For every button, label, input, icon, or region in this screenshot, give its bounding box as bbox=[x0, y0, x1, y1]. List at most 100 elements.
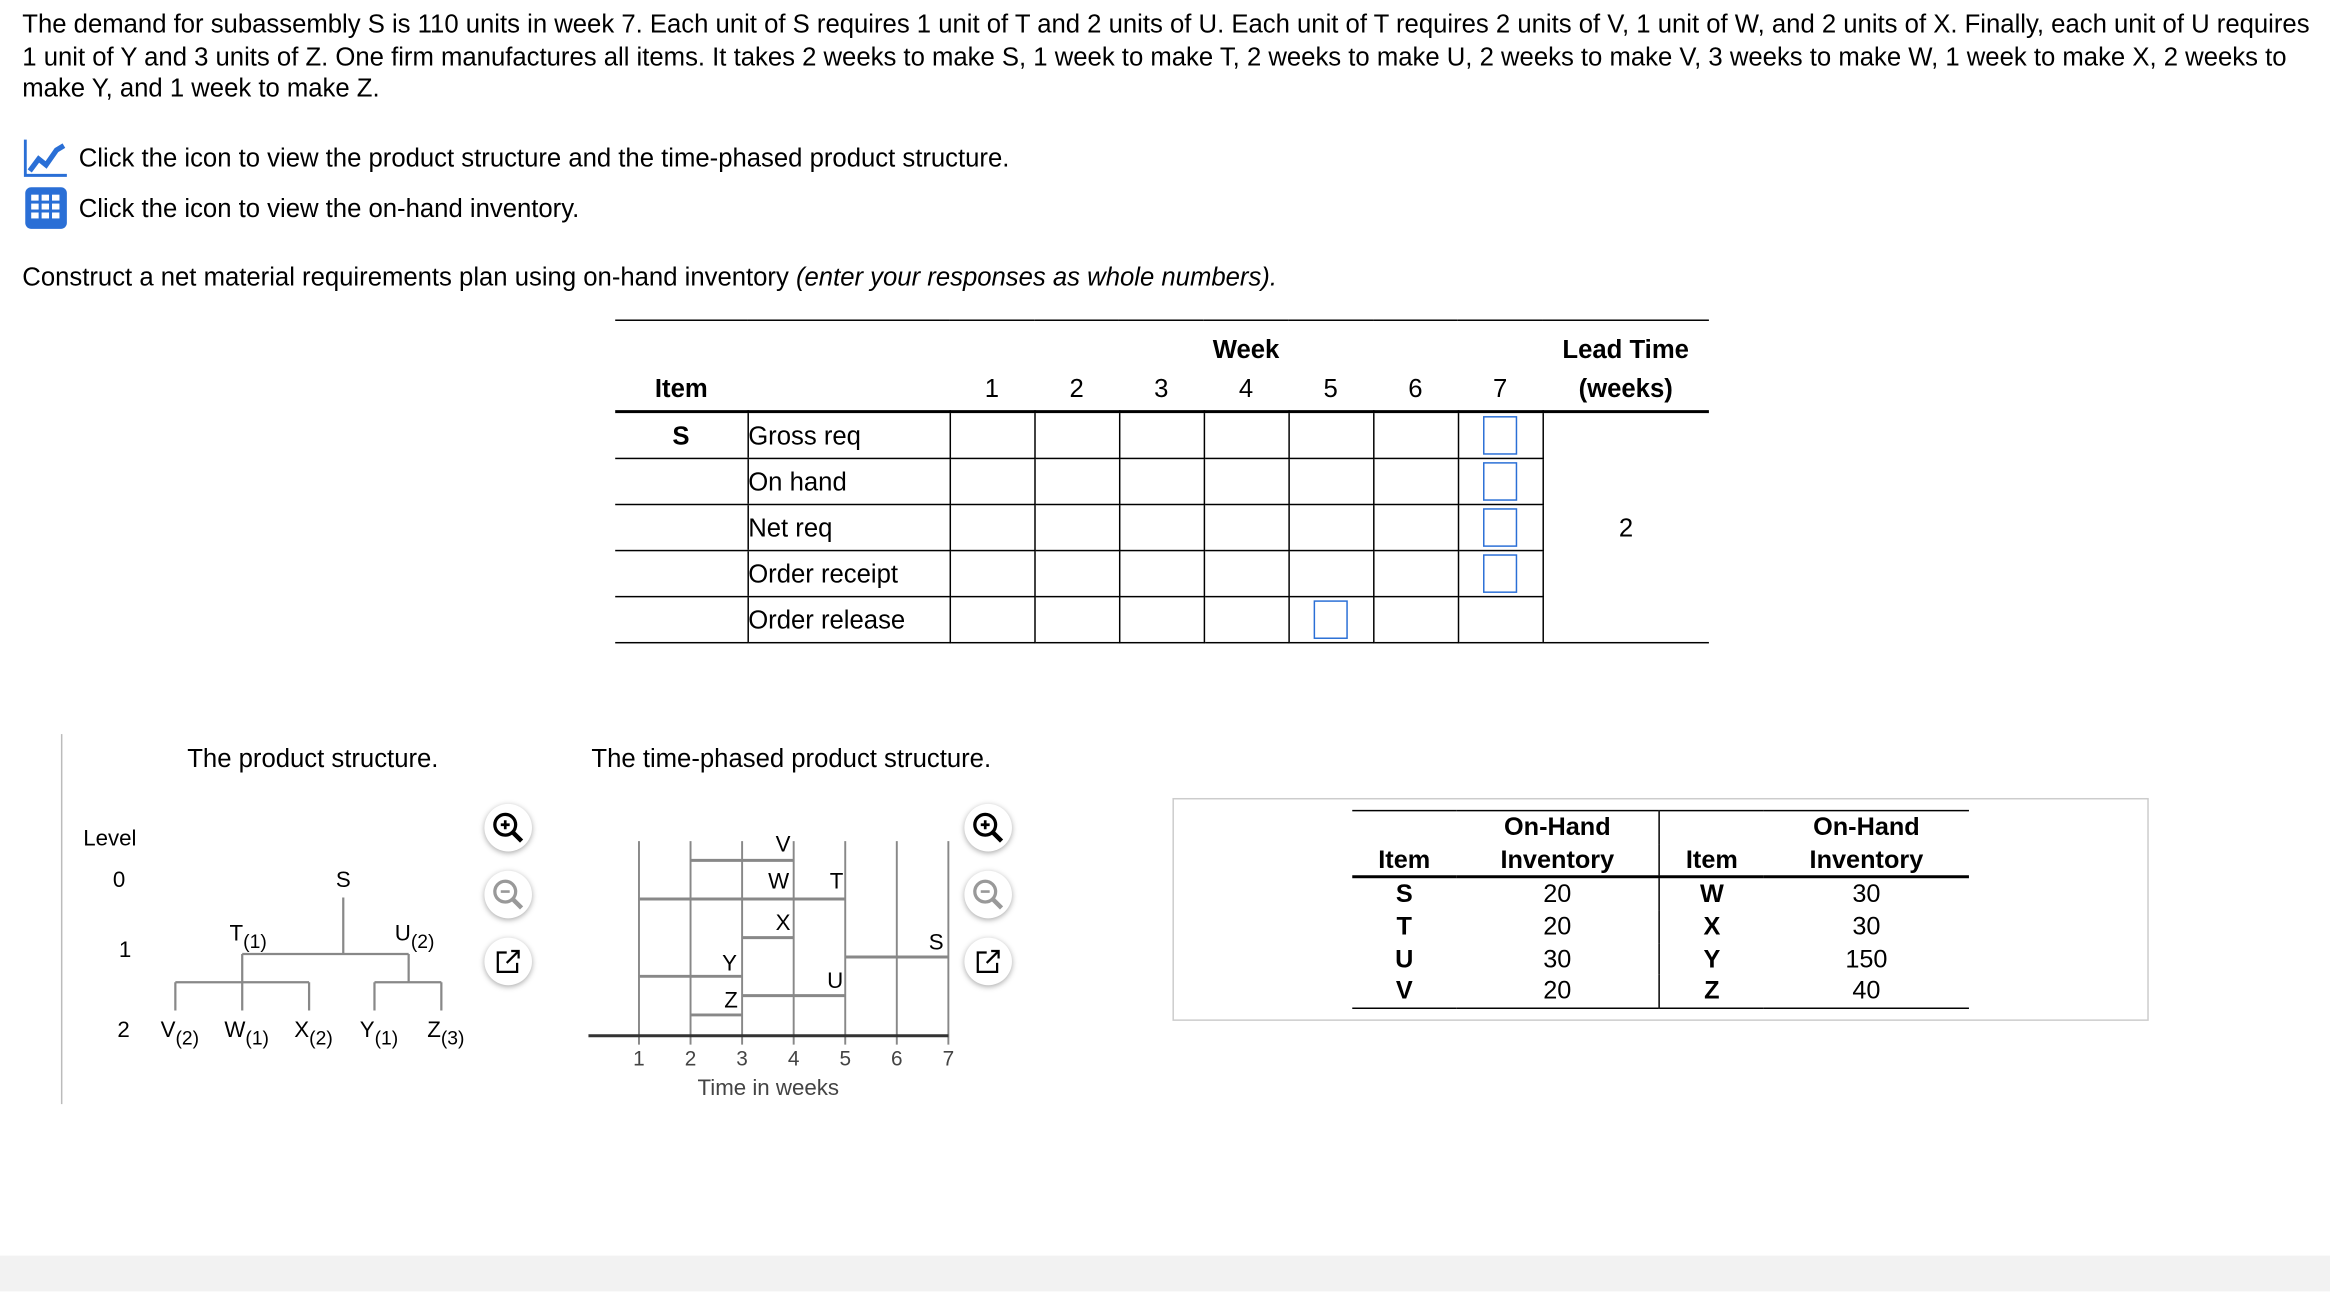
inventory-link-label[interactable]: Click the icon to view the on-hand inven… bbox=[78, 192, 580, 223]
answer-input[interactable] bbox=[1483, 462, 1518, 501]
cell-week-4 bbox=[1203, 504, 1290, 552]
open-window-button[interactable] bbox=[484, 937, 532, 986]
node-V: V(2) bbox=[161, 1017, 199, 1049]
inventory-qty: 30 bbox=[1852, 880, 1881, 909]
cell-week-5 bbox=[1288, 504, 1374, 552]
tick-label: 4 bbox=[788, 1047, 800, 1070]
inventory-qty: 150 bbox=[1845, 944, 1888, 973]
zoom-out-button-2[interactable] bbox=[964, 870, 1012, 919]
cell-week-6 bbox=[1373, 411, 1459, 460]
cell-week-5 bbox=[1288, 596, 1374, 644]
week-1-header: 1 bbox=[984, 372, 1000, 402]
tree-lines bbox=[174, 897, 443, 1011]
label-Z: Z bbox=[724, 988, 738, 1013]
tick-label: 5 bbox=[839, 1047, 851, 1070]
cell-week-3 bbox=[1118, 504, 1205, 552]
cell-week-7 bbox=[1457, 596, 1544, 644]
node-S: S bbox=[336, 867, 351, 892]
label-Y: Y bbox=[722, 950, 737, 975]
inventory-qty: 20 bbox=[1456, 877, 1660, 912]
product-structure-title: The product structure. bbox=[187, 743, 439, 773]
cell-week-5 bbox=[1288, 458, 1374, 506]
answer-input[interactable] bbox=[1313, 600, 1348, 639]
label-T: T bbox=[830, 869, 844, 894]
cell-week-5 bbox=[1288, 550, 1374, 598]
footer-bar bbox=[0, 1255, 2330, 1292]
cell-week-1 bbox=[949, 504, 1035, 552]
cell-week-3 bbox=[1118, 550, 1205, 598]
node-X: X(2) bbox=[294, 1017, 332, 1049]
cell-week-2 bbox=[1034, 458, 1120, 506]
level-label: Level bbox=[83, 826, 136, 851]
inventory-row: T 20 X 30 bbox=[1352, 911, 1969, 944]
zoom-out-button[interactable] bbox=[484, 870, 532, 919]
problem-text: The demand for subassembly S is 110 unit… bbox=[22, 8, 2310, 104]
answer-input[interactable] bbox=[1483, 508, 1518, 547]
answer-input[interactable] bbox=[1483, 554, 1518, 593]
cell-week-2 bbox=[1034, 504, 1120, 552]
level-1: 1 bbox=[119, 937, 131, 962]
row-label: On hand bbox=[746, 458, 951, 506]
node-T: T(1) bbox=[230, 921, 267, 953]
label-X: X bbox=[776, 910, 791, 935]
tick-label: 3 bbox=[736, 1047, 748, 1070]
cell-week-7 bbox=[1457, 504, 1544, 552]
open-window-button-2[interactable] bbox=[964, 937, 1012, 986]
cell-week-6 bbox=[1373, 596, 1459, 644]
cell-week-1 bbox=[949, 458, 1035, 506]
inventory-item: W bbox=[1699, 880, 1724, 909]
inventory-qty: 40 bbox=[1852, 976, 1881, 1005]
lead-time-unit-header: (weeks) bbox=[1578, 372, 1673, 402]
onhand-header-2: On-Hand bbox=[1813, 812, 1920, 841]
cell-week-3 bbox=[1118, 411, 1205, 460]
cell-week-5 bbox=[1288, 411, 1374, 460]
inventory-qty: 20 bbox=[1456, 975, 1660, 1009]
zoom-in-icon bbox=[493, 812, 524, 843]
level-0: 0 bbox=[113, 867, 125, 892]
label-W: W bbox=[768, 869, 789, 894]
row-label: Net req bbox=[746, 504, 951, 552]
tick-label: 2 bbox=[685, 1047, 697, 1070]
cell-week-4 bbox=[1203, 411, 1290, 460]
cell-week-2 bbox=[1034, 411, 1120, 460]
item-name: S bbox=[615, 411, 748, 460]
x-axis-label: Time in weeks bbox=[697, 1075, 839, 1100]
inventory-link[interactable]: Click the icon to view the on-hand inven… bbox=[24, 186, 580, 231]
product-structure-link[interactable]: Click the icon to view the product struc… bbox=[23, 135, 1010, 180]
time-phased-diagram: 1 2 3 4 5 6 7 VW T X S Y U Z Time in weeks bbox=[588, 831, 955, 1100]
zoom-in-icon bbox=[973, 812, 1004, 843]
zoom-in-button-2[interactable] bbox=[964, 803, 1012, 852]
inventory-item: Y bbox=[1703, 944, 1721, 973]
node-U: U(2) bbox=[395, 921, 435, 953]
week-7-header: 7 bbox=[1492, 372, 1508, 402]
inventory-qty: 20 bbox=[1456, 911, 1660, 944]
zoom-out-icon bbox=[493, 879, 524, 910]
lead-time-value: 2 bbox=[1542, 411, 1709, 644]
row-label: Order release bbox=[746, 596, 951, 644]
week-header: Week bbox=[1212, 334, 1280, 365]
table-grid-icon[interactable] bbox=[24, 186, 69, 231]
inventory-row: S 20 W 30 bbox=[1352, 877, 1969, 912]
inventory-table: On-Hand On-Hand Item Inventory Item Inve… bbox=[1352, 810, 1969, 1009]
tick-label: 1 bbox=[633, 1047, 645, 1070]
instruction: Construct a net material requirements pl… bbox=[22, 262, 1277, 293]
cell-week-1 bbox=[949, 596, 1035, 644]
cell-week-3 bbox=[1118, 596, 1205, 644]
chart-icon[interactable] bbox=[23, 135, 69, 180]
inventory-qty: 30 bbox=[1852, 912, 1881, 941]
mrp-row: Order receipt bbox=[615, 550, 1709, 598]
product-structure-link-label[interactable]: Click the icon to view the product struc… bbox=[78, 141, 1010, 172]
cell-week-1 bbox=[949, 550, 1035, 598]
tick-label: 7 bbox=[943, 1047, 955, 1070]
inventory-item: V bbox=[1395, 976, 1413, 1005]
external-link-icon bbox=[976, 949, 1000, 973]
cell-week-6 bbox=[1373, 504, 1459, 552]
node-W: W(1) bbox=[224, 1017, 269, 1049]
inventory-header-1: Inventory bbox=[1456, 843, 1660, 878]
inventory-qty: 30 bbox=[1456, 943, 1660, 976]
zoom-in-button[interactable] bbox=[484, 803, 532, 852]
row-label: Order receipt bbox=[746, 550, 951, 598]
item-header: Item bbox=[654, 372, 708, 402]
answer-input[interactable] bbox=[1483, 416, 1518, 455]
